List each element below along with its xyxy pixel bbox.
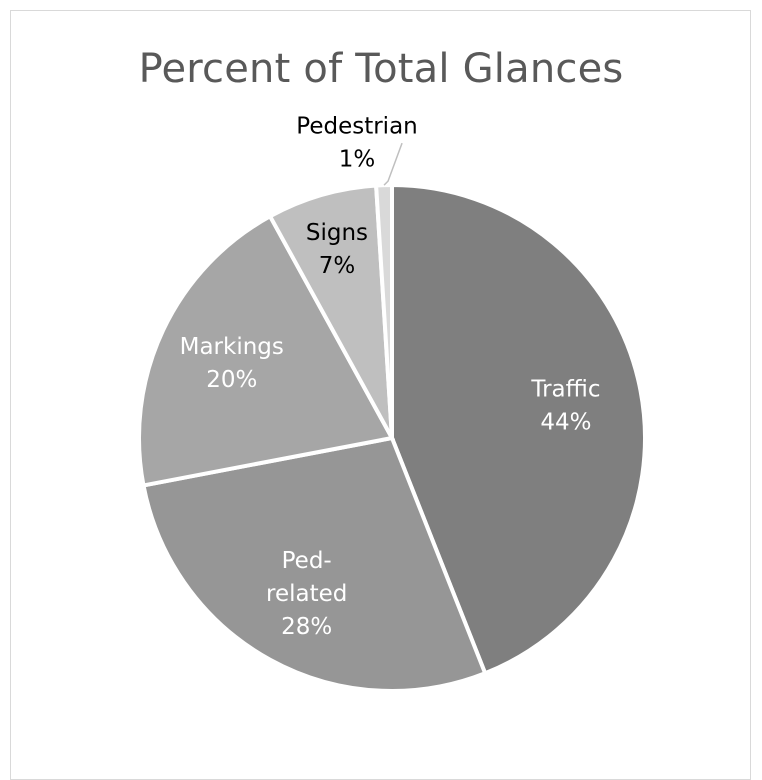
slice-label-line: 44% xyxy=(540,409,591,435)
slice-label-line: 20% xyxy=(206,367,257,393)
slice-label-signs: Signs 7% xyxy=(306,220,368,279)
slice-label-line: Ped- xyxy=(282,548,332,574)
pie-slice-markings xyxy=(137,213,396,488)
slice-label-line: 28% xyxy=(281,614,332,640)
slice-label-line: Traffic xyxy=(530,376,600,402)
slice-label-markings: Markings 20% xyxy=(180,334,284,393)
slice-label-traffic: Traffic 44% xyxy=(530,376,600,435)
pie-slices xyxy=(137,182,647,693)
chart-title: Percent of Total Glances xyxy=(138,46,624,92)
pie-slice-ped-related xyxy=(141,435,488,693)
slice-label-line: Pedestrian xyxy=(296,114,417,140)
pie-labels: Traffic 44% Ped-related 28% Markings 20% Signs… xyxy=(180,114,601,641)
slice-label-line: 1% xyxy=(339,147,376,173)
pie-slice-signs xyxy=(267,183,394,439)
slice-label-pedestrian: Pedestrian 1% xyxy=(296,114,417,173)
slice-label-line: 7% xyxy=(319,253,356,279)
leader-line-pedestrian xyxy=(383,142,403,186)
slice-label-line: Signs xyxy=(306,220,368,246)
slice-label-line: related xyxy=(266,581,347,607)
slice-label-ped-related: Ped-related 28% xyxy=(266,548,347,640)
slice-label-line: Markings xyxy=(180,334,284,360)
pie-slice-traffic xyxy=(390,182,647,676)
